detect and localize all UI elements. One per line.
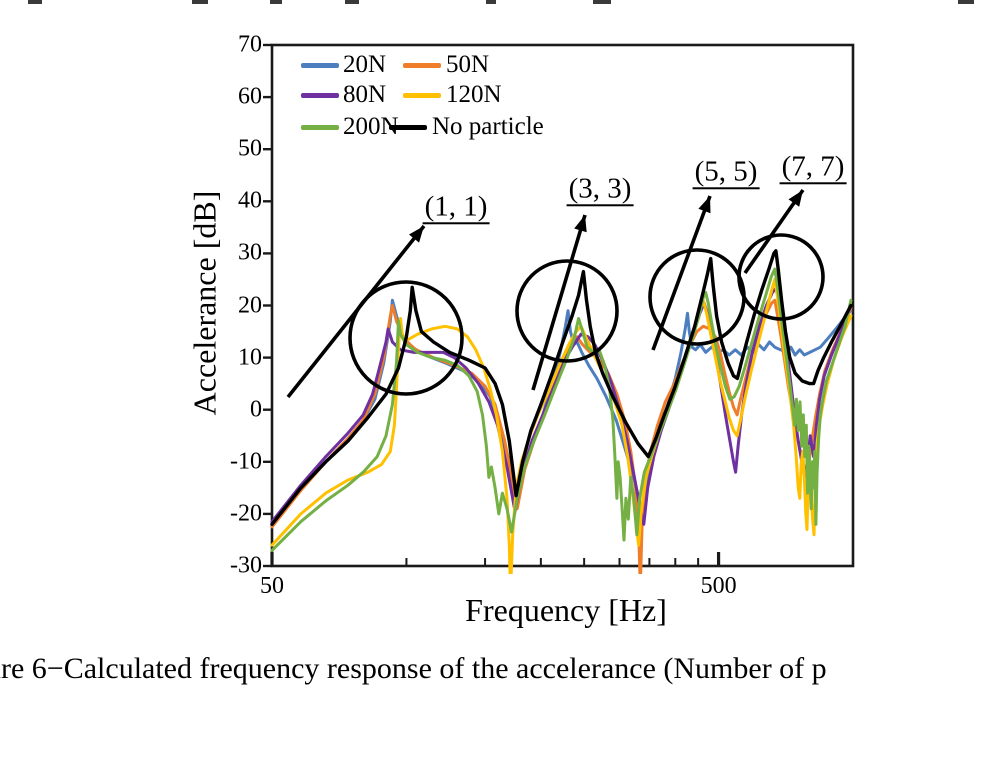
- annotation-arrow: [743, 188, 805, 275]
- curve-no-particle: [270, 249, 853, 526]
- y-tick-label: -20: [230, 500, 262, 527]
- y-tick-label: 10: [238, 344, 262, 371]
- cropped-text-fragment: [270, 0, 282, 4]
- annotation-arrowhead: [409, 226, 424, 243]
- legend-swatch-120n: [403, 93, 441, 98]
- cropped-text-fragment: [345, 0, 359, 4]
- x-axis-title: Frequency [Hz]: [465, 592, 667, 628]
- annotation-circle: [737, 233, 825, 321]
- curves-group: [270, 249, 853, 574]
- legend-swatch-50n: [403, 63, 441, 68]
- legend-swatch-200n: [301, 125, 339, 130]
- legend-label-20n: 20N: [343, 51, 387, 78]
- x-tick-label: 50: [260, 573, 284, 599]
- annotation-arrowhead: [574, 215, 587, 233]
- cropped-text-fragment: [486, 0, 496, 4]
- y-tick-label: 70: [238, 31, 262, 58]
- mode-annotation-label: (1, 1): [422, 191, 490, 225]
- mode-annotation-label: (3, 3): [566, 173, 634, 207]
- y-tick-label: 0: [250, 396, 262, 423]
- y-tick-label: 60: [238, 83, 262, 110]
- mode-annotation-label: (5, 5): [692, 156, 760, 190]
- cropped-text-fragment: [192, 0, 208, 4]
- cropped-text-fragment: [958, 0, 974, 4]
- curve-200n: [270, 267, 853, 552]
- y-tick-label: 40: [238, 187, 262, 214]
- y-tick-label: 50: [238, 135, 262, 162]
- legend-label-no-particle: No particle: [432, 113, 544, 140]
- y-tick-label: 30: [238, 239, 262, 266]
- y-axis-title: Accelerance [dB]: [186, 190, 223, 416]
- annotation-circle: [515, 259, 619, 363]
- y-tick-label: -30: [230, 552, 262, 579]
- x-tick-label: 500: [700, 573, 737, 599]
- cropped-text-fragment: [28, 0, 42, 4]
- annotation-arrowhead: [788, 190, 803, 207]
- legend-swatch-80n: [301, 93, 339, 98]
- legend-label-80n: 80N: [343, 81, 387, 108]
- annotation-circle: [348, 280, 464, 396]
- y-tick-label: 20: [238, 292, 262, 318]
- annotation-arrowhead: [698, 196, 711, 214]
- mode-annotation-label: (7, 7): [779, 151, 847, 185]
- legend-swatch-20n: [301, 63, 339, 68]
- curve-120n: [270, 277, 853, 574]
- legend-label-120n: 120N: [446, 81, 502, 108]
- annotation-arrow: [286, 224, 426, 399]
- legend-swatch-no-particle: [389, 125, 427, 130]
- y-tick-label: -10: [230, 448, 262, 475]
- annotation-arrow: [651, 195, 712, 351]
- cropped-text-fragment: [593, 0, 611, 4]
- legend-label-50n: 50N: [446, 51, 490, 78]
- curve-20n: [270, 298, 853, 526]
- annotation-arrow: [531, 214, 587, 391]
- figure-caption: ure 6−Calculated frequency response of t…: [0, 652, 827, 685]
